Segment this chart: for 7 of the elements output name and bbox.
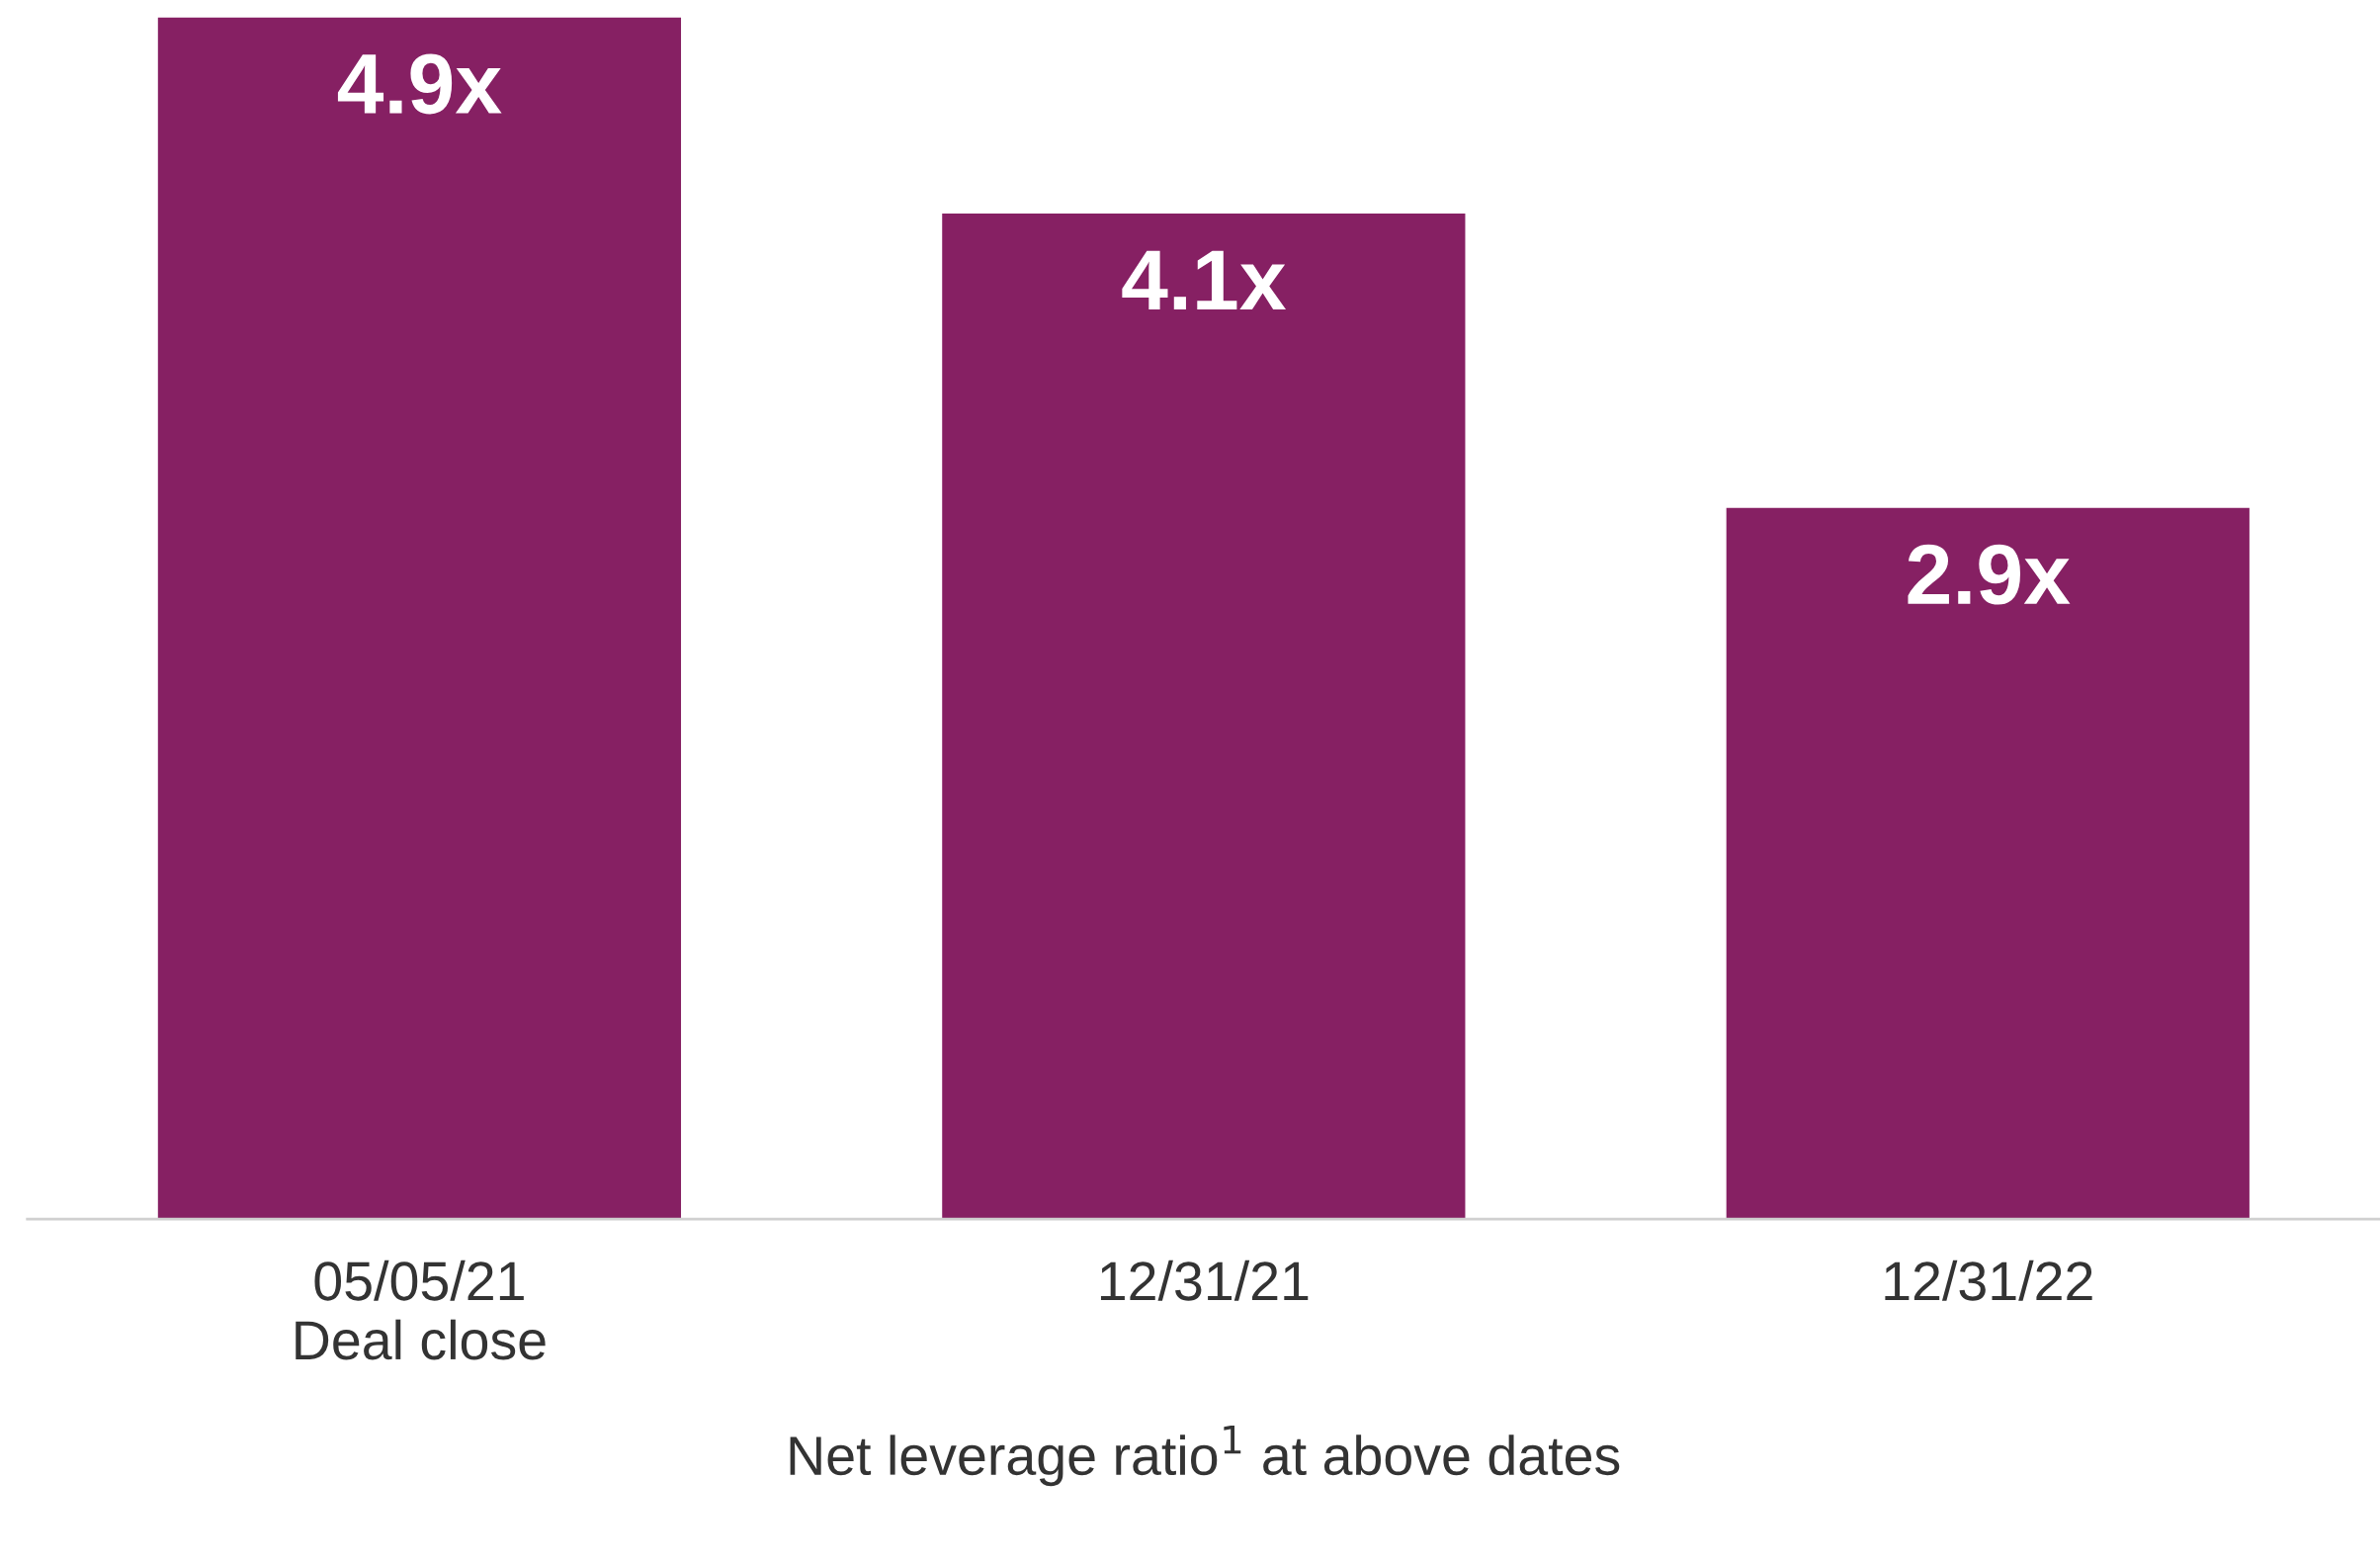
- data-label: 4.1x: [1122, 250, 1287, 310]
- x-tick-label: 12/31/22: [1885, 1260, 2092, 1301]
- x-tick-label: 05/05/21 Deal close: [296, 1260, 546, 1360]
- data-label: 4.9x: [337, 53, 502, 115]
- data-label: 2.9x: [1908, 544, 2071, 605]
- x-axis-title: Net leverage ratio$^{1}$ at above dates: [790, 1426, 1620, 1487]
- x-tick-label: 12/31/21: [1100, 1260, 1309, 1301]
